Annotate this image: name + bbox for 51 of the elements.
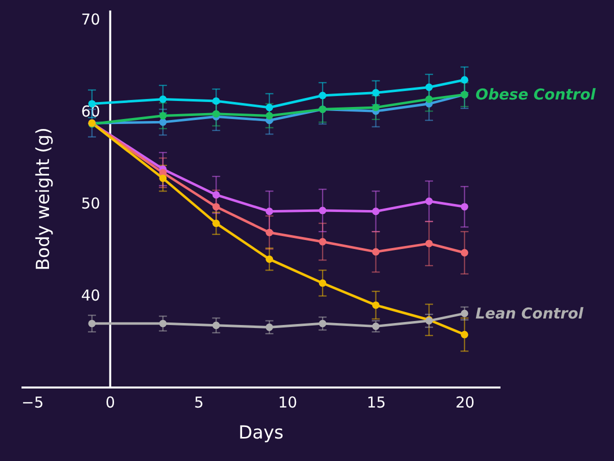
point — [372, 208, 380, 216]
point — [318, 320, 326, 328]
point — [372, 322, 380, 330]
y-tick-label: 50 — [81, 194, 100, 213]
point — [425, 240, 433, 248]
point — [212, 220, 220, 228]
x-axis-title: Days — [238, 422, 284, 444]
point — [266, 228, 274, 236]
point — [460, 310, 468, 318]
point — [212, 191, 220, 199]
point — [318, 206, 326, 214]
point — [318, 238, 326, 246]
x-tick-label: 20 — [455, 394, 475, 412]
point — [318, 92, 326, 100]
point — [159, 112, 167, 120]
point — [460, 330, 468, 338]
point — [159, 95, 167, 103]
point — [266, 104, 274, 112]
point — [212, 203, 220, 210]
x-tick-label: 0 — [105, 394, 115, 412]
point — [159, 118, 167, 126]
point — [425, 198, 433, 205]
point — [159, 174, 167, 182]
point — [266, 255, 274, 263]
point — [266, 208, 274, 216]
y-axis-title: Body weight (g) — [33, 127, 54, 271]
y-tick-label: 40 — [81, 286, 100, 305]
series-label: Obese Control — [476, 86, 596, 104]
point — [88, 320, 96, 328]
point — [212, 97, 220, 105]
point — [159, 320, 167, 328]
point — [460, 203, 468, 210]
y-tick-label: 70 — [81, 10, 100, 29]
point — [372, 89, 380, 96]
x-tick-label: −5 — [22, 394, 44, 412]
point — [372, 248, 380, 256]
point — [266, 112, 274, 120]
point — [372, 104, 380, 112]
point — [212, 110, 220, 118]
x-tick-label: 5 — [194, 394, 204, 412]
x-tick-label: 10 — [278, 394, 298, 412]
point — [212, 322, 220, 330]
point — [425, 84, 433, 91]
series-label: Lean Control — [476, 304, 584, 322]
point — [460, 249, 468, 256]
point — [372, 301, 380, 309]
x-tick-label: 15 — [366, 394, 386, 412]
point — [318, 279, 326, 287]
point — [266, 324, 274, 331]
point — [425, 95, 433, 103]
point — [460, 76, 468, 84]
